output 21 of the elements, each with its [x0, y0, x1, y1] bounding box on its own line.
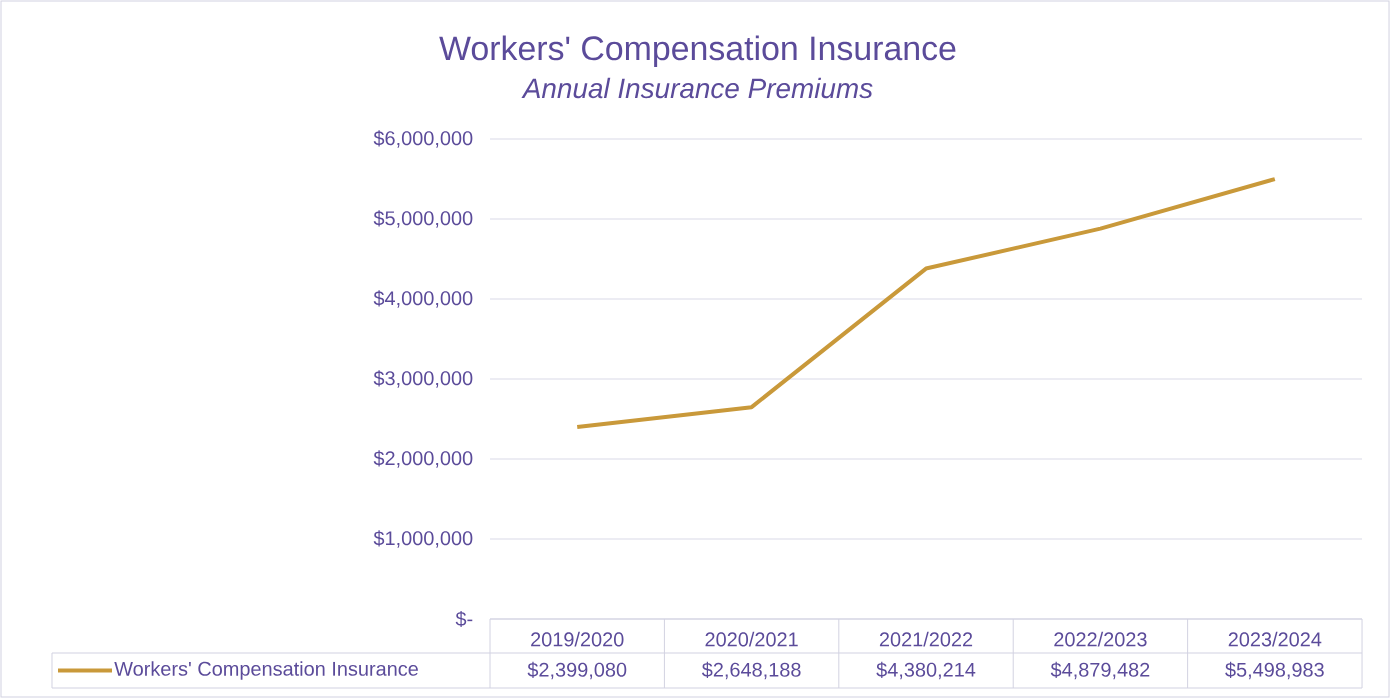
- y-tick-label: $1,000,000: [373, 530, 473, 548]
- line-series: [575, 177, 1277, 430]
- y-tick-label: $4,000,000: [373, 290, 473, 308]
- data-label: $4,879,482: [1050, 661, 1150, 680]
- x-tick-label: 2023/2024: [1228, 631, 1322, 647]
- y-tick-label: $2,000,000: [373, 450, 473, 468]
- y-tick-label: $5,000,000: [373, 210, 473, 228]
- y-tick-label: $6,000,000: [373, 130, 473, 148]
- chart-title: Workers' Compensation Insurance: [439, 35, 956, 68]
- chart-subtitle: Annual Insurance Premiums: [521, 77, 873, 99]
- legend-label: Workers' Compensation Insurance: [114, 661, 418, 680]
- x-tick-label: 2019/2020: [531, 631, 624, 647]
- data-label: $5,498,983: [1225, 661, 1324, 680]
- data-label: $2,648,188: [701, 661, 801, 680]
- data-label: $4,380,214: [876, 661, 976, 680]
- y-tick-label: $3,000,000: [373, 370, 473, 388]
- y-tick-label: $-: [455, 610, 473, 628]
- data-label: $2,399,080: [527, 661, 627, 680]
- x-tick-label: 2022/2023: [1054, 631, 1147, 647]
- x-tick-label: 2020/2021: [705, 631, 798, 647]
- x-tick-label: 2021/2022: [879, 631, 973, 647]
